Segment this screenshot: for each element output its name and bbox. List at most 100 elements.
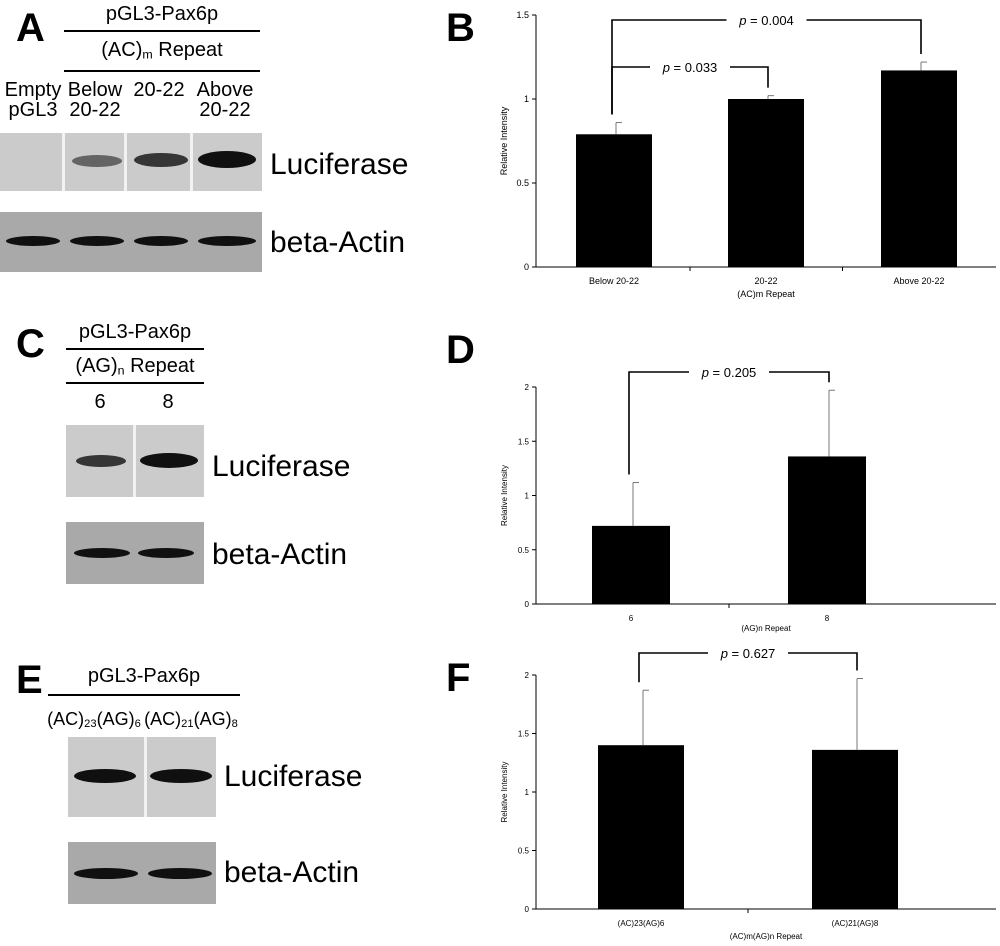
band [74, 868, 138, 879]
panel-a-lane-3-label: 20-22 [133, 79, 185, 101]
p-symbol: p [738, 13, 746, 28]
panel-a-luciferase-blot [0, 133, 262, 191]
bar [728, 99, 804, 267]
panel-a-lane-4-label: Above 20-22 [196, 79, 254, 121]
panel-letter-e: E [16, 658, 43, 702]
panel-c-construct-rule [66, 348, 204, 350]
panel-c-luciferase-blot [66, 425, 204, 497]
panel-e-lane-1-label: (AC)23(AG)6 [47, 709, 141, 731]
band [134, 236, 188, 246]
bar [592, 525, 670, 604]
x-tick-label: 8 [825, 614, 830, 623]
panel-a-lane-2-label: Below 20-22 [67, 79, 123, 121]
panel-e-luciferase-label: Luciferase [224, 760, 363, 793]
p-value-label: p = 0.004 [738, 13, 794, 28]
y-tick-label: 0 [524, 262, 529, 272]
x-tick-label: (AC)21(AG)8 [832, 919, 879, 928]
y-tick-label: 1.5 [518, 730, 530, 739]
p-value-background [708, 645, 788, 661]
p-value: = 0.004 [746, 13, 793, 28]
p-value-background [689, 364, 769, 380]
band [138, 548, 194, 558]
p-value: = 0.205 [709, 365, 756, 380]
bar [598, 745, 684, 909]
x-tick-label: Below 20-22 [589, 276, 639, 286]
x-tick-label: 20-22 [754, 276, 777, 286]
panel-a-repeat-label: (AC)m Repeat [101, 39, 223, 62]
band [198, 151, 256, 168]
y-axis-label: Relative Intensity [500, 465, 509, 526]
p-value: = 0.033 [670, 60, 717, 75]
panel-c-actin-label: beta-Actin [212, 538, 348, 571]
panel-c-luciferase-label: Luciferase [212, 450, 351, 483]
y-tick-label: 2 [525, 671, 530, 680]
y-tick-label: 1.5 [516, 10, 529, 20]
y-tick-label: 0.5 [518, 847, 530, 856]
band [134, 153, 188, 167]
band [74, 769, 136, 783]
y-axis-label: Relative Intensity [499, 106, 509, 175]
panel-c-lane-2-label: 8 [162, 391, 174, 413]
y-tick-label: 1.5 [518, 437, 530, 446]
x-tick-label: (AC)23(AG)6 [618, 919, 665, 928]
x-tick-label: 6 [629, 614, 634, 623]
blot-lane-separator [144, 737, 147, 817]
panel-letter-f: F [446, 656, 471, 700]
bar [881, 70, 957, 267]
panel-letter-d: D [446, 328, 475, 372]
panel-a-actin-blot [0, 212, 262, 272]
blot-lane-separator [133, 425, 136, 497]
band [70, 236, 124, 246]
panel-letter-b: B [446, 6, 475, 50]
panel-e-construct-label: pGL3-Pax6p [87, 665, 201, 687]
p-value-label: p = 0.627 [720, 646, 776, 661]
panel-e-lane-2-label: (AC)21(AG)8 [144, 709, 238, 731]
x-tick-label: Above 20-22 [893, 276, 944, 286]
panel-c-construct-label: pGL3-Pax6p [78, 321, 192, 343]
p-value: = 0.627 [728, 646, 775, 661]
y-axis-label: Relative Intensity [500, 762, 509, 823]
band [72, 155, 122, 167]
y-tick-label: 0.5 [516, 178, 529, 188]
p-symbol: p [720, 646, 728, 661]
y-tick-label: 0.5 [518, 546, 530, 555]
y-tick-label: 1 [524, 94, 529, 104]
panel-a-repeat-rule [64, 70, 260, 72]
p-value-background [726, 12, 807, 28]
panel-e-actin-label: beta-Actin [224, 856, 360, 889]
blot-lane-separator [124, 133, 127, 191]
band [6, 236, 60, 246]
bar [576, 134, 652, 267]
panel-e-actin-blot [68, 842, 216, 904]
chart-b: 0 0.5 1 1.5 Below 20-22 20-22 Above 20-22 (AC)m… [499, 10, 996, 299]
panel-e-construct-rule [48, 694, 240, 696]
panel-a-luciferase-label: Luciferase [270, 148, 409, 181]
chart-f: 0 0.5 1 1.5 2 (AC)23(AG)6 (AC)21(AG)8 (AC)m(AG)… [500, 645, 996, 941]
bar [788, 456, 866, 604]
band [74, 548, 130, 558]
band [148, 868, 212, 879]
x-axis-label: (AC)m(AG)n Repeat [730, 932, 803, 941]
y-tick-label: 2 [525, 383, 530, 392]
y-tick-label: 1 [525, 492, 530, 501]
y-tick-label: 0 [525, 600, 530, 609]
p-value-label: p = 0.033 [662, 60, 718, 75]
y-tick-label: 1 [525, 788, 530, 797]
panel-a-construct-label: pGL3-Pax6p [105, 3, 219, 25]
panel-c-repeat-rule [66, 382, 204, 384]
panel-c-actin-blot [66, 522, 204, 584]
bar [812, 749, 898, 909]
p-symbol: p [701, 365, 709, 380]
panel-c-lane-1-label: 6 [94, 391, 106, 413]
panel-a-actin-label: beta-Actin [270, 226, 406, 259]
band [150, 769, 212, 783]
band [76, 455, 126, 467]
blot-lane-separator [190, 133, 193, 191]
panel-letter-a: A [16, 6, 45, 50]
x-axis-label: (AG)n Repeat [741, 624, 791, 633]
panel-a-lane-1-label: Empty pGL3 [4, 79, 62, 121]
panel-c-repeat-label: (AG)n Repeat [75, 355, 195, 378]
blot-lane-separator [62, 133, 65, 191]
panel-letter-c: C [16, 322, 45, 366]
